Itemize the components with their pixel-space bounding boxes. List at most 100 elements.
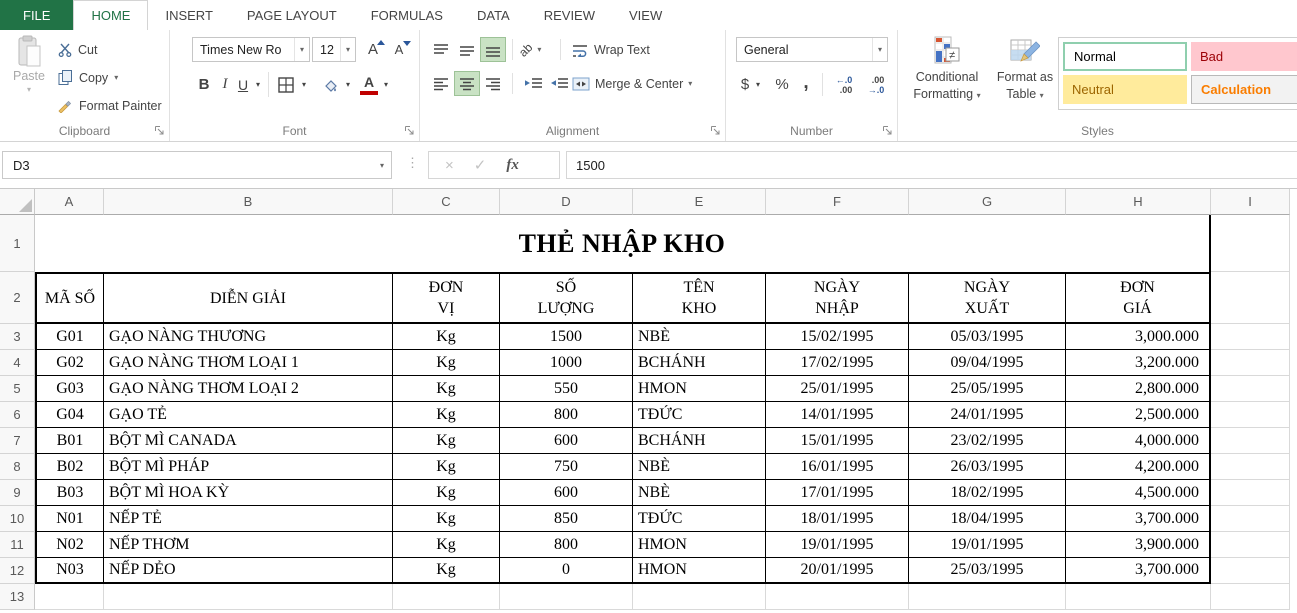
paste-button[interactable]: Paste ▾ [6, 35, 52, 117]
cell-C11[interactable]: Kg [393, 532, 500, 558]
cell-A13[interactable] [35, 584, 104, 610]
font-color-button[interactable]: A [360, 74, 378, 95]
row-header-10[interactable]: 10 [0, 506, 35, 532]
copy-button[interactable]: Copy ▾ [58, 65, 118, 90]
style-calculation[interactable]: Calculation [1191, 75, 1297, 104]
cell-E9[interactable]: NBÈ [633, 480, 766, 506]
cell-I-filler[interactable] [1211, 376, 1290, 402]
cell-F7[interactable]: 15/01/1995 [766, 428, 909, 454]
tab-data[interactable]: DATA [476, 7, 510, 23]
cell-A9[interactable]: B03 [35, 480, 104, 506]
cell-E10[interactable]: TĐỨC [633, 506, 766, 532]
column-header-E[interactable]: E [633, 189, 766, 215]
active-cell-D3[interactable]: 1500 [500, 324, 633, 350]
alignment-dialog-launcher[interactable] [710, 125, 722, 137]
cell-F3[interactable]: 15/02/1995 [766, 324, 909, 350]
fill-color-button[interactable] [318, 72, 342, 97]
cell-F10[interactable]: 18/01/1995 [766, 506, 909, 532]
column-header-A[interactable]: A [35, 189, 104, 215]
cell-A3[interactable]: G01 [35, 324, 104, 350]
row-header-4[interactable]: 4 [0, 350, 35, 376]
header-cell-B2[interactable]: DIỄN GIẢI [104, 272, 393, 324]
underline-button[interactable]: U [237, 76, 249, 93]
cell-F13[interactable] [766, 584, 909, 610]
column-header-G[interactable]: G [909, 189, 1066, 215]
cell-F4[interactable]: 17/02/1995 [766, 350, 909, 376]
cell-I-filler[interactable] [1211, 324, 1290, 350]
cell-I-filler[interactable] [1211, 532, 1290, 558]
style-normal[interactable]: Normal [1063, 42, 1187, 71]
cell-D8[interactable]: 750 [500, 454, 633, 480]
cell-E7[interactable]: BCHÁNH [633, 428, 766, 454]
fill-color-dropdown-arrow[interactable]: ▾ [345, 80, 350, 89]
tab-formulas[interactable]: FORMULAS [370, 7, 443, 23]
cell-E4[interactable]: BCHÁNH [633, 350, 766, 376]
cell-I-filler[interactable] [1211, 350, 1290, 376]
italic-button[interactable]: I [222, 76, 228, 92]
cell-H5[interactable]: 2,800.000 [1066, 376, 1211, 402]
tab-file[interactable]: FILE [0, 0, 74, 30]
cell-A7[interactable]: B01 [35, 428, 104, 454]
cell-G4[interactable]: 09/04/1995 [909, 350, 1066, 376]
select-all-corner[interactable] [0, 189, 35, 215]
cell-G12[interactable]: 25/03/1995 [909, 558, 1066, 584]
cell-H3[interactable]: 3,000.000 [1066, 324, 1211, 350]
borders-button[interactable] [274, 72, 298, 97]
cell-F6[interactable]: 14/01/1995 [766, 402, 909, 428]
column-header-H[interactable]: H [1066, 189, 1211, 215]
increase-decimal-button[interactable]: ←.0 .00 [830, 72, 858, 97]
cell-A12[interactable]: N03 [35, 558, 104, 584]
clipboard-dialog-launcher[interactable] [154, 125, 166, 137]
decrease-indent-button[interactable] [520, 71, 546, 96]
cell-G13[interactable] [909, 584, 1066, 610]
cell-H10[interactable]: 3,700.000 [1066, 506, 1211, 532]
cell-I-filler[interactable] [1211, 428, 1290, 454]
header-cell-D2[interactable]: SỐ LƯỢNG [500, 272, 633, 324]
cell-H6[interactable]: 2,500.000 [1066, 402, 1211, 428]
middle-align-button[interactable] [454, 37, 480, 62]
cell-C4[interactable]: Kg [393, 350, 500, 376]
name-box[interactable]: D3 ▾ [2, 151, 392, 179]
accounting-format-button[interactable]: $ [740, 76, 750, 93]
font-size-combo[interactable]: 12 ▾ [312, 37, 356, 62]
column-header-F[interactable]: F [766, 189, 909, 215]
column-header-C[interactable]: C [393, 189, 500, 215]
cell-B6[interactable]: GẠO TẺ [104, 402, 393, 428]
decrease-decimal-button[interactable]: .00 →.0 [862, 72, 890, 97]
tab-home[interactable]: HOME [73, 0, 149, 30]
row-header-6[interactable]: 6 [0, 402, 35, 428]
cell-E12[interactable]: HMON [633, 558, 766, 584]
format-as-table-button[interactable]: Format as Table ▾ [994, 36, 1056, 104]
cell-H11[interactable]: 3,900.000 [1066, 532, 1211, 558]
enter-icon[interactable]: ✓ [473, 157, 487, 174]
cell-B8[interactable]: BỘT MÌ PHÁP [104, 454, 393, 480]
cell-G9[interactable]: 18/02/1995 [909, 480, 1066, 506]
cell-F5[interactable]: 25/01/1995 [766, 376, 909, 402]
style-neutral[interactable]: Neutral [1063, 75, 1187, 104]
cell-A10[interactable]: N01 [35, 506, 104, 532]
cell-A6[interactable]: G04 [35, 402, 104, 428]
cell-C5[interactable]: Kg [393, 376, 500, 402]
cell-E6[interactable]: TĐỨC [633, 402, 766, 428]
align-right-button[interactable] [480, 71, 506, 96]
cell-E13[interactable] [633, 584, 766, 610]
cell-G6[interactable]: 24/01/1995 [909, 402, 1066, 428]
align-left-button[interactable] [428, 71, 454, 96]
cell-H13[interactable] [1066, 584, 1211, 610]
cell-B9[interactable]: BỘT MÌ HOA KỲ [104, 480, 393, 506]
cell-D5[interactable]: 550 [500, 376, 633, 402]
header-cell-H2[interactable]: ĐƠN GIÁ [1066, 272, 1211, 324]
cell-E8[interactable]: NBÈ [633, 454, 766, 480]
cell-G5[interactable]: 25/05/1995 [909, 376, 1066, 402]
column-header-D[interactable]: D [500, 189, 633, 215]
row-header-12[interactable]: 12 [0, 558, 35, 584]
borders-dropdown-arrow[interactable]: ▾ [301, 80, 306, 89]
row-header-2[interactable]: 2 [0, 272, 35, 324]
wrap-text-button[interactable]: Wrap Text [572, 37, 650, 62]
cell-I-filler[interactable] [1211, 454, 1290, 480]
header-cell-A2[interactable]: MÃ SỐ [35, 272, 104, 324]
cell-H9[interactable]: 4,500.000 [1066, 480, 1211, 506]
formula-bar-splitter[interactable]: ⋮ [406, 155, 419, 170]
bottom-align-button[interactable] [480, 37, 506, 62]
row-header-8[interactable]: 8 [0, 454, 35, 480]
